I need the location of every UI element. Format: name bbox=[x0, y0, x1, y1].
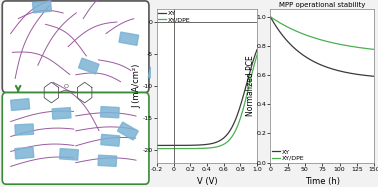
Bar bbox=[101, 107, 119, 118]
XY/DPE bbox=[227, 139, 231, 141]
Bar bbox=[15, 124, 34, 135]
XY/DPE bbox=[218, 145, 222, 147]
XY bbox=[228, 130, 232, 132]
XY/DPE bbox=[228, 138, 232, 141]
Title: MPP operational stability: MPP operational stability bbox=[279, 1, 366, 7]
Bar bbox=[119, 32, 139, 45]
XY/DPE bbox=[194, 147, 199, 150]
Bar bbox=[15, 147, 34, 159]
Bar bbox=[33, 1, 51, 13]
XY bbox=[372, 75, 376, 77]
FancyBboxPatch shape bbox=[2, 93, 149, 184]
XY/DPE bbox=[255, 54, 259, 56]
XY/DPE bbox=[330, 42, 335, 44]
XY/DPE bbox=[155, 148, 159, 150]
XY bbox=[187, 144, 192, 146]
XY bbox=[227, 131, 231, 133]
XY/DPE bbox=[332, 42, 336, 44]
X-axis label: V (V): V (V) bbox=[197, 177, 217, 186]
Bar bbox=[148, 67, 168, 82]
Line: XY: XY bbox=[270, 17, 374, 76]
Bar bbox=[60, 148, 78, 160]
Legend: XY, XY/DPE: XY, XY/DPE bbox=[272, 149, 304, 161]
Bar bbox=[79, 58, 99, 74]
XY bbox=[362, 74, 367, 76]
XY/DPE bbox=[362, 47, 367, 49]
Bar bbox=[98, 155, 117, 166]
XY bbox=[330, 68, 334, 70]
XY/DPE bbox=[268, 16, 273, 18]
XY bbox=[330, 68, 335, 70]
XY bbox=[194, 144, 199, 146]
XY/DPE bbox=[330, 42, 334, 44]
XY/DPE bbox=[372, 48, 376, 50]
XY bbox=[268, 16, 273, 18]
Bar bbox=[118, 122, 138, 140]
Bar bbox=[11, 99, 29, 111]
XY bbox=[332, 68, 336, 70]
FancyBboxPatch shape bbox=[2, 1, 149, 93]
XY bbox=[268, 16, 273, 18]
Legend: XY, XY/DPE: XY, XY/DPE bbox=[158, 11, 190, 22]
Line: XY/DPE: XY/DPE bbox=[157, 55, 257, 149]
Line: XY/DPE: XY/DPE bbox=[270, 17, 374, 49]
Line: XY: XY bbox=[157, 50, 257, 145]
XY bbox=[255, 48, 259, 51]
XY bbox=[218, 140, 222, 142]
Y-axis label: J (mA/cm²): J (mA/cm²) bbox=[132, 64, 141, 108]
XY/DPE bbox=[268, 16, 273, 18]
XY/DPE bbox=[187, 148, 192, 150]
Bar bbox=[101, 134, 120, 146]
XY/DPE bbox=[167, 148, 171, 150]
Text: O: O bbox=[63, 84, 68, 89]
Bar bbox=[52, 108, 71, 119]
XY/DPE bbox=[356, 46, 360, 48]
X-axis label: Time (h): Time (h) bbox=[305, 177, 340, 186]
XY bbox=[167, 144, 171, 147]
Y-axis label: Normalized PCE: Normalized PCE bbox=[246, 56, 255, 116]
XY bbox=[155, 144, 159, 147]
XY bbox=[356, 73, 360, 76]
